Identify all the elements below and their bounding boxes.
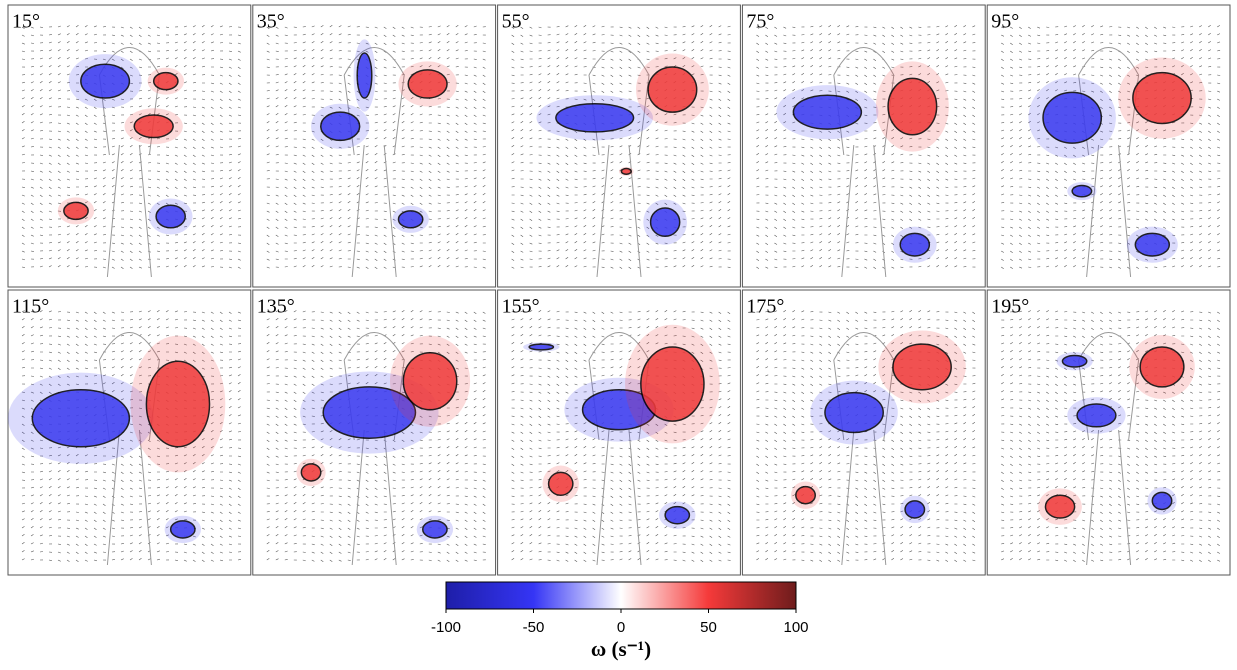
vortex: [555, 102, 635, 133]
vortex: [133, 114, 174, 139]
vortex: [824, 391, 884, 434]
vortex: [1044, 494, 1076, 519]
vortex: [1132, 71, 1192, 125]
panels: 15° 35° 55° 75° 95° 115° 135° 155° 175° 195°: [7, 4, 1231, 576]
colorbar-tick-label: -50: [523, 619, 545, 636]
velocity-vectors: [266, 25, 486, 269]
panel: 155°: [497, 289, 741, 576]
vortex: [145, 360, 211, 448]
panel-frame: [741, 289, 986, 576]
colorbar-tick-label: 50: [700, 619, 717, 636]
vortex: [402, 351, 458, 411]
panel-label: 75°: [746, 11, 774, 33]
vortex: [31, 389, 131, 448]
vortex: [647, 66, 698, 113]
vortex: [1076, 403, 1117, 428]
body-outline: [343, 47, 405, 278]
vortex: [904, 500, 926, 519]
panel: 75°: [741, 4, 986, 288]
panel-label: 55°: [502, 11, 530, 33]
colorbar-tick-label: 100: [783, 619, 808, 636]
panel-label: 195°: [991, 296, 1029, 318]
panel: 135°: [252, 289, 497, 576]
colorbar-label: ω (s⁻¹): [591, 637, 651, 661]
vortex: [152, 71, 179, 91]
vortex: [300, 463, 322, 482]
panel-label: 175°: [746, 296, 784, 318]
colorbar-tick-label: -100: [431, 619, 461, 636]
vortex: [649, 207, 681, 237]
body-outline: [833, 332, 895, 566]
body-outline: [1078, 332, 1140, 566]
panel-frame: [252, 4, 497, 288]
vortex: [356, 52, 373, 99]
vortex: [407, 69, 448, 99]
vortex: [155, 204, 186, 229]
vortex: [1139, 346, 1185, 388]
velocity-vectors: [756, 310, 976, 562]
panel-label: 95°: [991, 11, 1019, 33]
vortex: [547, 471, 574, 496]
body-outline: [588, 332, 650, 566]
vortex: [1151, 491, 1173, 511]
colorbar-tick-label: 0: [617, 619, 625, 636]
panel-label: 155°: [502, 296, 540, 318]
panel-frame: [7, 4, 252, 288]
vortex: [528, 343, 555, 351]
panel-label: 115°: [12, 296, 49, 318]
vortex: [795, 485, 816, 505]
vortex: [887, 77, 938, 136]
colorbar: [445, 581, 797, 610]
panel-frame: [497, 289, 741, 576]
vortex: [640, 346, 705, 422]
panel-frame: [986, 289, 1231, 576]
vortex: [620, 167, 632, 175]
body-outline: [1078, 47, 1140, 278]
body-outline: [98, 332, 160, 566]
panel: 55°: [497, 4, 741, 288]
vortex: [320, 111, 361, 142]
vortex: [1061, 354, 1088, 368]
panel-frame: [986, 4, 1231, 288]
vortex: [792, 94, 863, 130]
vortex: [63, 201, 89, 221]
panel-frame: [741, 4, 986, 288]
body-outline: [588, 47, 650, 278]
body-outline: [343, 332, 405, 566]
vortex: [1071, 184, 1093, 198]
panel-label: 35°: [257, 11, 285, 33]
vortex: [322, 386, 417, 439]
velocity-vectors: [1001, 310, 1221, 562]
vortex: [422, 520, 448, 539]
velocity-vectors: [21, 25, 242, 269]
velocity-vectors: [511, 310, 731, 562]
body-outline: [98, 47, 160, 278]
body-outline: [833, 47, 895, 278]
panel-label: 135°: [257, 296, 295, 318]
vortex: [1134, 232, 1171, 257]
vortex: [664, 505, 691, 525]
vortex: [892, 343, 952, 391]
panel-frame: [497, 4, 741, 288]
panel: 95°: [986, 4, 1231, 288]
vortex: [169, 520, 196, 539]
panel: 35°: [252, 4, 497, 288]
panel: 175°: [741, 289, 986, 576]
vortex: [397, 210, 424, 229]
panel: 115°: [7, 289, 252, 576]
vortex: [899, 232, 931, 257]
panel-label: 15°: [12, 11, 40, 33]
vortex: [80, 63, 131, 99]
panel: 195°: [986, 289, 1231, 576]
velocity-vectors: [266, 310, 486, 562]
vortex: [1042, 91, 1103, 144]
panel: 15°: [7, 4, 252, 288]
